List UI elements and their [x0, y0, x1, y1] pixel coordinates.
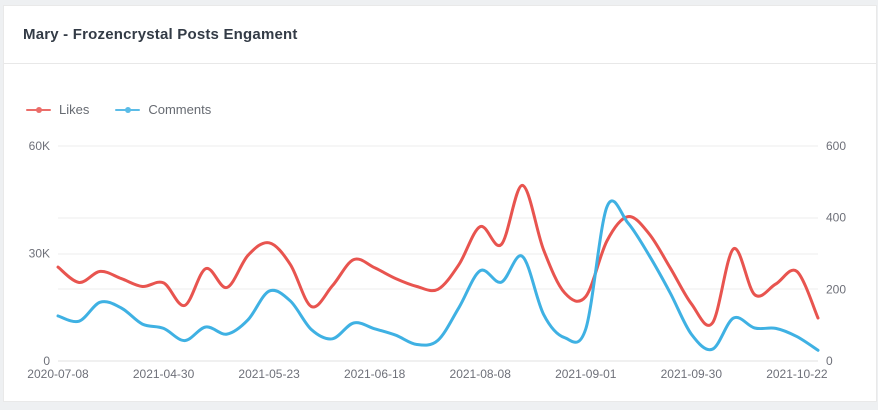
page-title: Mary - Frozencrystal Posts Engament [23, 26, 298, 43]
chart-legend: Likes Comments [26, 102, 211, 117]
card-header: Mary - Frozencrystal Posts Engament [4, 6, 876, 64]
legend-item-likes[interactable]: Likes [26, 102, 89, 117]
legend-item-comments[interactable]: Comments [115, 102, 211, 117]
legend-label-comments: Comments [148, 102, 212, 117]
likes-dot-icon [35, 106, 42, 113]
chart-card: Mary - Frozencrystal Posts Engament Like… [3, 5, 877, 402]
comments-dot-icon [124, 106, 131, 113]
comments-line-swatch [115, 106, 141, 113]
legend-label-likes: Likes [59, 102, 90, 117]
likes-line-swatch [26, 106, 51, 113]
